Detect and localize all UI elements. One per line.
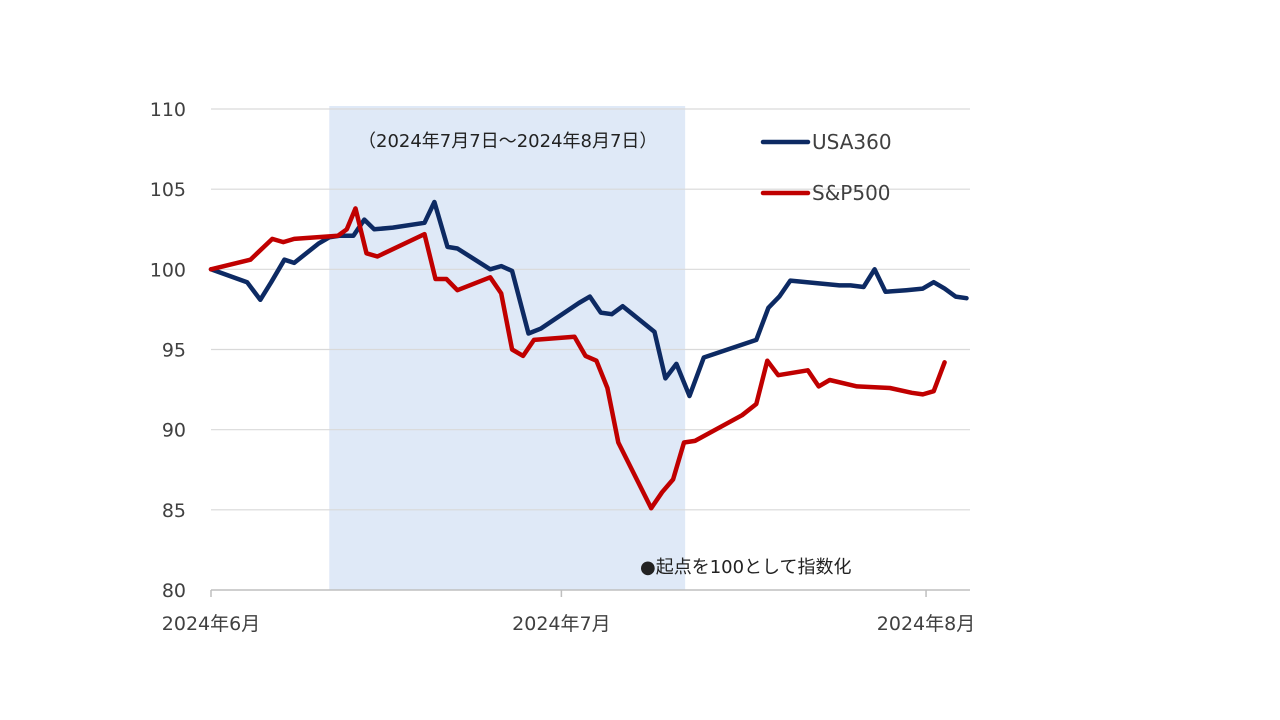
y-tick-label: 90 (162, 420, 186, 442)
y-tick-label: 95 (162, 340, 186, 362)
legend-label: S&P500 (812, 181, 891, 205)
x-tick-label: 2024年7月 (512, 613, 610, 635)
legend-label: USA360 (812, 130, 892, 154)
series-line-1 (208, 206, 947, 511)
index-note: ●起点を100として指数化 (640, 557, 852, 578)
x-tick-label: 2024年6月 (162, 613, 260, 635)
y-axis-labels: 80 85 90 95 100 105 110 (150, 99, 186, 602)
y-tick-label: 110 (150, 99, 186, 121)
highlight-band (329, 106, 686, 590)
x-axis-labels: 2024年6月 2024年7月 2024年8月 (162, 613, 975, 635)
y-tick-label: 105 (150, 179, 186, 201)
y-tick-label: 100 (150, 259, 186, 281)
x-axis-ticks (210, 590, 927, 597)
legend: USA360 S&P500 (760, 130, 892, 205)
series-lines (208, 199, 969, 511)
y-tick-label: 85 (162, 500, 186, 522)
gridlines (211, 108, 970, 511)
x-tick-label: 2024年8月 (877, 613, 975, 635)
y-tick-label: 80 (162, 580, 186, 602)
highlight-label: （2024年7月7日～2024年8月7日） (358, 131, 657, 152)
